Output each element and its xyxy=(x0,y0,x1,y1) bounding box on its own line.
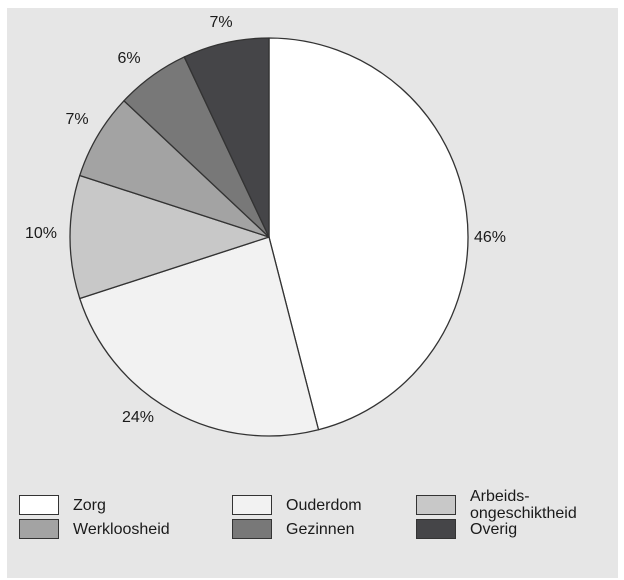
legend-swatch xyxy=(232,495,272,515)
legend-label: Ouderdom xyxy=(286,496,362,514)
pie-value-labels: 46% 24% 10% 7% 6% 7% xyxy=(25,14,506,426)
value-label-ouderdom: 24% xyxy=(122,409,154,426)
legend-label: Werkloosheid xyxy=(73,520,170,538)
value-label-gezinnen: 6% xyxy=(117,50,140,67)
pie-chart: 46% 24% 10% 7% 6% 7% xyxy=(25,14,506,437)
legend-item-zorg: Zorg xyxy=(19,485,106,525)
value-label-werkloosheid: 7% xyxy=(65,111,88,128)
legend-label: Gezinnen xyxy=(286,520,355,538)
legend-label: Zorg xyxy=(73,496,106,514)
value-label-overig: 7% xyxy=(209,14,232,31)
legend-label: Overig xyxy=(470,520,518,538)
legend-swatch xyxy=(416,519,456,539)
value-label-arbeids-ongeschiktheid: 10% xyxy=(25,225,57,242)
legend-item-overig: Overig xyxy=(416,509,517,549)
chart-panel: 46% 24% 10% 7% 6% 7% Zorg Ouderdom Arbeids- ong… xyxy=(7,8,618,578)
legend-swatch xyxy=(19,495,59,515)
value-label-zorg: 46% xyxy=(474,229,506,246)
legend-swatch xyxy=(416,495,456,515)
legend-label: Arbeids- ongeschiktheid xyxy=(470,488,577,522)
legend-item-arbeids-ongeschiktheid: Arbeids- ongeschiktheid xyxy=(416,485,577,525)
slice-zorg xyxy=(268,37,469,431)
pie-slices xyxy=(69,37,469,437)
legend-swatch xyxy=(19,519,59,539)
legend-item-werkloosheid: Werkloosheid xyxy=(19,509,170,549)
slice-ouderdom xyxy=(79,236,320,437)
slice-overig xyxy=(183,37,270,238)
legend-item-ouderdom: Ouderdom xyxy=(232,485,362,525)
slice-arbeids-ongeschiktheid xyxy=(69,174,270,300)
legend-item-gezinnen: Gezinnen xyxy=(232,509,355,549)
legend-swatch xyxy=(232,519,272,539)
